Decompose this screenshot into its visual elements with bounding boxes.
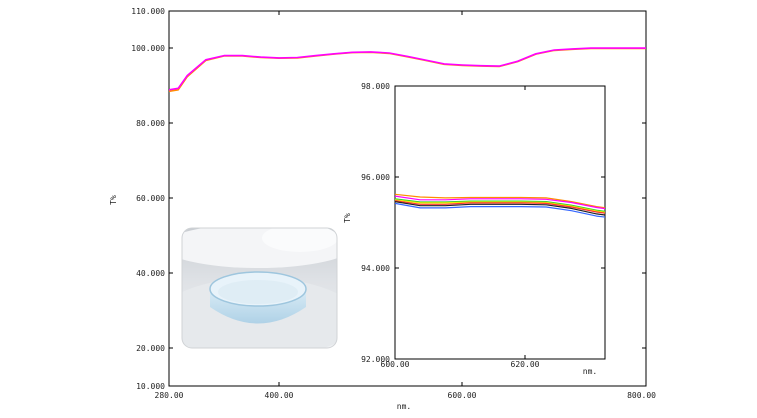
inset-series-line bbox=[395, 199, 605, 213]
main-x-tick-label: 800.00 bbox=[627, 391, 656, 400]
contact-lens-photo bbox=[181, 227, 338, 349]
inset-series-line bbox=[395, 202, 605, 218]
inset-series-line bbox=[395, 200, 605, 214]
main-y-tick-label: 60.000 bbox=[136, 194, 165, 203]
inset-plot-frame bbox=[394, 85, 606, 360]
inset-y-ticks: 98.000 96.000 94.000 92.000 bbox=[361, 82, 605, 364]
main-y-tick-label: 40.000 bbox=[136, 269, 165, 278]
inset-series-line bbox=[395, 193, 605, 209]
main-y-tick-label: 20.000 bbox=[136, 344, 165, 353]
main-x-tick-label: 400.00 bbox=[265, 391, 294, 400]
main-x-axis-label: nm. bbox=[397, 402, 411, 411]
main-x-ticks: 280.00 400.00 600.00 800.00 bbox=[155, 11, 656, 400]
inset-y-tick-label: 92.000 bbox=[361, 355, 390, 364]
inset-series-line bbox=[395, 198, 605, 212]
inset-y-axis-label: T% bbox=[343, 213, 352, 223]
main-y-axis-label: T% bbox=[109, 195, 118, 205]
inset-x-tick-label: 600.00 bbox=[381, 360, 410, 369]
inset-series-line bbox=[395, 201, 605, 216]
main-x-tick-label: 280.00 bbox=[155, 391, 184, 400]
inset-y-tick-label: 94.000 bbox=[361, 264, 390, 273]
inset-x-axis-label: nm. bbox=[583, 367, 597, 376]
main-y-tick-label: 10.000 bbox=[136, 382, 165, 391]
inset-x-tick-label: 620.00 bbox=[511, 360, 540, 369]
inset-series-group bbox=[395, 193, 605, 218]
main-x-tick-label: 600.00 bbox=[448, 391, 477, 400]
inset-x-ticks: 600.00 620.00 bbox=[381, 86, 540, 369]
main-series-line bbox=[169, 47, 646, 91]
inset-y-tick-label: 96.000 bbox=[361, 173, 390, 182]
main-y-tick-label: 110.000 bbox=[131, 7, 165, 16]
main-y-tick-label: 100.000 bbox=[131, 44, 165, 53]
inset-y-tick-label: 98.000 bbox=[361, 82, 390, 91]
main-series-group bbox=[169, 47, 646, 93]
inset-series-line bbox=[395, 195, 605, 210]
main-y-tick-label: 80.000 bbox=[136, 119, 165, 128]
